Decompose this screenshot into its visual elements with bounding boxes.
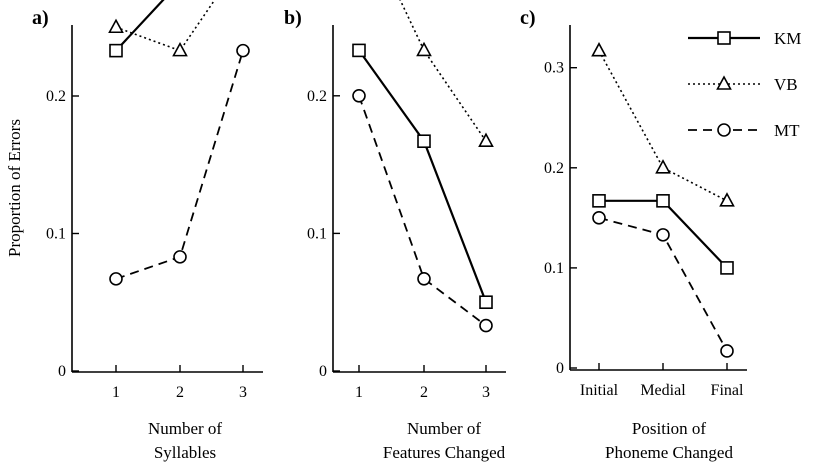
- y-tick-label: 0: [58, 363, 66, 380]
- data-point: [719, 192, 735, 207]
- data-point: [479, 318, 493, 333]
- series-vb: [399, 0, 494, 148]
- series-vb: [108, 0, 216, 57]
- series-mt: [109, 43, 250, 286]
- legend-entry-km: KM: [688, 29, 801, 48]
- y-tick-label: 0.1: [307, 225, 327, 242]
- legend-marker: [716, 75, 732, 90]
- panel-3: c) 0 0.1 0.2 0.3 Initial Medial Final Position o…: [520, 7, 747, 462]
- series-line: [358, 49, 488, 303]
- y-tick-label: 0.2: [544, 160, 564, 177]
- data-point: [720, 261, 734, 275]
- series-line: [358, 95, 487, 327]
- data-point: [172, 41, 188, 57]
- series-km: [592, 194, 734, 275]
- data-point: [656, 194, 670, 208]
- x-tick-label: Initial: [580, 382, 619, 399]
- legend-entry-mt: MT: [688, 121, 800, 140]
- x-tick-label: 2: [176, 384, 184, 401]
- legend-marker: [717, 123, 731, 137]
- data-point: [417, 134, 431, 149]
- x-tick-label: 3: [482, 384, 490, 401]
- panel-label: a): [32, 7, 49, 29]
- y-tick-label: 0.3: [544, 60, 564, 77]
- data-point: [173, 250, 187, 264]
- legend-entry-vb: VB: [688, 75, 798, 94]
- data-point: [656, 228, 670, 242]
- series-line: [399, 0, 487, 142]
- y-tick-label: 0.2: [307, 88, 327, 105]
- y-tick-label: 0.2: [46, 88, 66, 105]
- series-vb: [591, 42, 735, 207]
- legend: KM VB MT: [688, 29, 801, 140]
- data-point: [479, 295, 493, 310]
- x-axis-title-line: Syllables: [154, 443, 216, 462]
- legend-label: KM: [774, 29, 801, 48]
- series-km: [109, 0, 165, 58]
- panel-label: b): [284, 7, 302, 29]
- legend-label: VB: [774, 75, 798, 94]
- y-tick-label: 0.1: [46, 226, 66, 243]
- data-point: [655, 159, 671, 174]
- series-line: [115, 50, 244, 280]
- data-point: [109, 43, 123, 58]
- data-point: [352, 89, 366, 103]
- x-tick-label: 2: [420, 384, 428, 401]
- data-point: [352, 43, 366, 58]
- series-km: [352, 43, 493, 310]
- x-axis-title-line: Features Changed: [383, 443, 506, 462]
- panel-label: c): [520, 7, 536, 29]
- data-point: [720, 344, 734, 358]
- panels: a) 0 0.1 0.2 0.3 1 2 3 Number of Syllables b) 0 0.1 0…: [32, 0, 747, 462]
- data-point: [108, 18, 124, 34]
- x-tick-label: 1: [112, 384, 120, 401]
- series-mt: [592, 211, 734, 358]
- x-axis-title-line: Position of: [632, 419, 706, 438]
- y-axis-title: Proportion of Errors: [5, 119, 24, 257]
- data-point: [478, 132, 494, 148]
- series-line: [115, 0, 165, 52]
- data-point: [591, 42, 607, 57]
- y-tick-label: 0.1: [544, 260, 564, 277]
- data-point: [109, 272, 123, 286]
- y-tick-label: 0: [319, 363, 327, 380]
- data-point: [417, 272, 431, 286]
- data-point: [592, 211, 606, 225]
- series-mt: [352, 89, 493, 333]
- x-tick-label: 1: [355, 384, 363, 401]
- data-point: [236, 43, 250, 58]
- legend-marker: [717, 31, 731, 45]
- data-point: [592, 194, 606, 208]
- x-axis-title-line: Number of: [148, 419, 222, 438]
- data-point: [416, 41, 432, 57]
- legend-label: MT: [774, 121, 800, 140]
- x-tick-label: Final: [711, 382, 744, 399]
- y-tick-label: 0: [556, 360, 564, 377]
- x-axis-title-line: Phoneme Changed: [605, 443, 733, 462]
- series-line: [598, 50, 728, 202]
- x-tick-label: Medial: [640, 382, 686, 399]
- x-tick-label: 3: [239, 384, 247, 401]
- x-axis-title-line: Number of: [407, 419, 481, 438]
